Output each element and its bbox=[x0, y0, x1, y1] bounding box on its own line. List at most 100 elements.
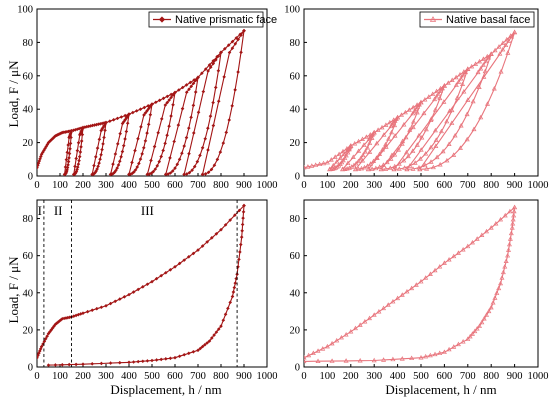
data-point bbox=[478, 114, 484, 120]
data-point bbox=[236, 37, 241, 42]
data-point bbox=[353, 160, 359, 166]
region-label: I bbox=[38, 203, 42, 218]
data-point bbox=[399, 112, 404, 117]
data-point bbox=[340, 148, 346, 154]
data-point bbox=[381, 132, 387, 137]
x-tick-label: 500 bbox=[413, 180, 429, 191]
data-point bbox=[441, 349, 447, 354]
data-point bbox=[411, 108, 417, 114]
reloading-curve bbox=[202, 30, 245, 175]
data-point bbox=[219, 50, 223, 55]
data-point bbox=[104, 303, 108, 308]
data-point bbox=[498, 69, 504, 74]
data-point bbox=[233, 281, 238, 285]
data-point bbox=[507, 208, 513, 214]
data-point bbox=[500, 40, 506, 45]
unloading-curve bbox=[394, 68, 469, 170]
data-point bbox=[72, 172, 76, 176]
y-tick-label: 40 bbox=[290, 105, 301, 116]
data-point bbox=[216, 68, 221, 73]
data-point bbox=[135, 165, 140, 169]
plot-frame bbox=[303, 199, 539, 368]
data-point bbox=[236, 265, 240, 269]
data-point bbox=[357, 357, 363, 363]
y-tick-label: 80 bbox=[290, 38, 301, 49]
data-point bbox=[190, 168, 194, 173]
data-point bbox=[481, 74, 487, 79]
data-point bbox=[377, 164, 383, 169]
data-point bbox=[145, 282, 150, 287]
x-tick-label: 700 bbox=[460, 180, 476, 191]
data-point bbox=[499, 275, 505, 280]
data-point bbox=[167, 98, 172, 102]
data-point bbox=[434, 154, 440, 160]
region-label: II bbox=[54, 203, 63, 218]
x-tick-label: 300 bbox=[366, 371, 382, 382]
data-point bbox=[395, 295, 401, 301]
data-point bbox=[432, 107, 438, 112]
data-point bbox=[346, 165, 352, 170]
data-point bbox=[115, 166, 119, 170]
x-tick-label: 100 bbox=[320, 371, 336, 382]
data-point bbox=[404, 288, 410, 294]
data-point bbox=[503, 258, 509, 263]
data-point bbox=[512, 29, 518, 35]
data-point bbox=[238, 250, 242, 254]
data-point bbox=[159, 357, 163, 362]
loading-curve bbox=[304, 31, 515, 169]
data-point bbox=[328, 157, 334, 162]
data-point bbox=[373, 165, 379, 171]
data-point bbox=[441, 260, 447, 265]
data-point bbox=[352, 166, 358, 172]
data-point bbox=[494, 290, 500, 295]
data-point bbox=[449, 77, 455, 83]
y-tick-label: 0 bbox=[295, 172, 300, 183]
data-point bbox=[241, 210, 246, 214]
data-point bbox=[133, 168, 138, 172]
data-point bbox=[230, 39, 235, 44]
data-point bbox=[410, 110, 416, 116]
data-point bbox=[37, 353, 40, 358]
data-point bbox=[371, 312, 377, 317]
data-point bbox=[172, 139, 176, 144]
y-axis-label-bottom: Load, F / μN bbox=[6, 256, 21, 324]
data-point bbox=[95, 146, 100, 150]
data-point bbox=[342, 155, 348, 160]
data-point bbox=[141, 145, 146, 150]
data-point bbox=[327, 166, 333, 172]
x-tick-label: 0 bbox=[34, 180, 39, 191]
data-point bbox=[410, 166, 416, 171]
data-point bbox=[317, 161, 323, 167]
data-point bbox=[472, 328, 478, 334]
data-point bbox=[212, 333, 216, 337]
data-point bbox=[133, 148, 137, 153]
data-point bbox=[150, 358, 154, 363]
data-point bbox=[452, 132, 458, 138]
data-point bbox=[182, 352, 186, 357]
data-point bbox=[121, 143, 126, 148]
y-tick-label: 20 bbox=[23, 138, 34, 149]
x-tick-label: 400 bbox=[121, 180, 137, 191]
data-point bbox=[480, 56, 486, 61]
data-point bbox=[341, 151, 347, 156]
legend-label: Native basal face bbox=[446, 14, 530, 26]
data-point bbox=[374, 155, 380, 160]
x-tick-label: 500 bbox=[413, 371, 429, 382]
data-point bbox=[412, 160, 418, 165]
x-tick-label: 700 bbox=[190, 180, 206, 191]
data-point bbox=[210, 336, 214, 340]
data-point bbox=[437, 161, 443, 167]
data-point bbox=[413, 282, 419, 287]
data-point bbox=[81, 311, 85, 315]
x-tick-label: 800 bbox=[483, 180, 499, 191]
data-point bbox=[90, 172, 94, 176]
data-point bbox=[94, 169, 98, 173]
data-point bbox=[234, 36, 239, 40]
data-point bbox=[103, 128, 107, 133]
data-point bbox=[95, 306, 99, 311]
data-point bbox=[228, 218, 232, 222]
data-point bbox=[159, 273, 163, 278]
data-point bbox=[173, 355, 177, 360]
y-tick-label: 40 bbox=[23, 288, 34, 299]
